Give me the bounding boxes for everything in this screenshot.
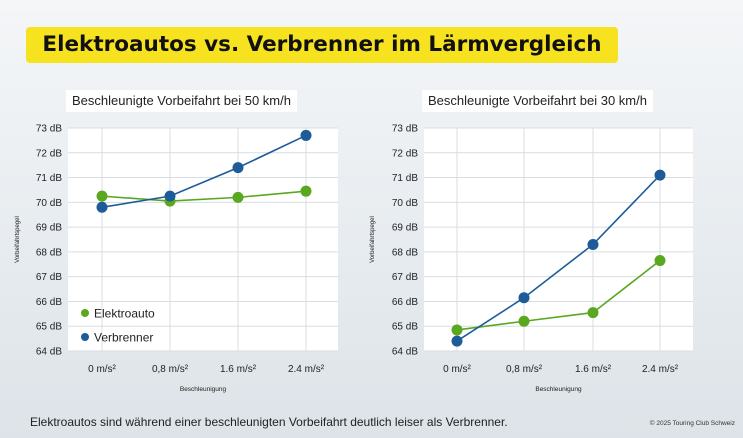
data-point-verbrenner: [96, 201, 108, 213]
data-point-elektroauto: [587, 307, 599, 319]
y-tick-label: 70 dB: [392, 198, 418, 209]
y-tick-label: 69 dB: [392, 223, 418, 234]
y-tick-label: 67 dB: [392, 272, 418, 283]
y-axis-label: Vorbeifahrtspegel: [370, 216, 376, 263]
y-tick-label: 73 dB: [36, 124, 62, 135]
y-tick-label: 65 dB: [392, 322, 418, 333]
data-point-elektroauto: [300, 185, 312, 197]
y-tick-label: 65 dB: [36, 322, 62, 333]
series-line-verbrenner: [456, 174, 661, 342]
plot-area: [68, 128, 338, 351]
legend-label: Verbrenner: [94, 331, 153, 345]
y-tick-label: 64 dB: [392, 347, 418, 358]
y-tick-label: 68 dB: [36, 247, 62, 258]
x-axis-label: Beschleunigung: [180, 386, 227, 393]
y-tick-label: 69 dB: [36, 223, 62, 234]
legend-marker: [81, 333, 89, 341]
y-tick-label: 66 dB: [392, 297, 418, 308]
x-tick-label: 1.6 m/s²: [220, 364, 257, 375]
copyright: © 2025 Touring Club Schweiz: [649, 420, 735, 427]
data-point-verbrenner: [232, 162, 244, 174]
x-tick-label: 0,8 m/s²: [152, 364, 189, 375]
x-tick-label: 1.6 m/s²: [575, 364, 612, 375]
y-axis-label: Vorbeifahrtspegel: [15, 216, 21, 263]
x-tick-label: 2.4 m/s²: [642, 364, 679, 375]
data-point-verbrenner: [451, 335, 463, 347]
chart-title-30: Beschleunigte Vorbeifahrt bei 30 km/h: [422, 90, 653, 112]
footer-note: Elektroautos sind während einer beschleu…: [30, 415, 508, 429]
y-tick-label: 70 dB: [36, 198, 62, 209]
y-tick-label: 64 dB: [36, 347, 62, 358]
chart-title-50: Beschleunigte Vorbeifahrt bei 50 km/h: [66, 90, 297, 112]
x-tick-label: 0 m/s²: [443, 364, 471, 375]
legend-label: Elektroauto: [94, 307, 155, 321]
y-tick-label: 68 dB: [392, 247, 418, 258]
y-tick-label: 66 dB: [36, 297, 62, 308]
data-point-verbrenner: [654, 169, 666, 181]
data-point-elektroauto: [518, 315, 530, 327]
data-point-elektroauto: [451, 324, 463, 336]
series-line-verbrenner: [101, 134, 307, 209]
series-line-elektroauto: [456, 259, 661, 331]
y-tick-label: 71 dB: [36, 173, 62, 184]
y-tick-label: 73 dB: [392, 124, 418, 135]
data-point-verbrenner: [587, 238, 599, 250]
data-point-verbrenner: [300, 129, 312, 141]
series-line-elektroauto: [101, 190, 307, 202]
x-tick-label: 2.4 m/s²: [288, 364, 325, 375]
legend-marker: [81, 309, 89, 317]
data-point-verbrenner: [164, 190, 176, 202]
x-tick-label: 0,8 m/s²: [506, 364, 543, 375]
data-point-elektroauto: [232, 191, 244, 203]
data-point-elektroauto: [654, 255, 666, 267]
y-tick-label: 72 dB: [392, 148, 418, 159]
page-title: Elektroautos vs. Verbrenner im Lärmvergl…: [26, 27, 618, 63]
plot-area: [424, 128, 693, 351]
data-point-verbrenner: [518, 292, 530, 304]
y-tick-label: 72 dB: [36, 148, 62, 159]
data-point-elektroauto: [96, 190, 108, 202]
x-tick-label: 0 m/s²: [88, 364, 116, 375]
y-tick-label: 71 dB: [392, 173, 418, 184]
x-axis-label: Beschleunigung: [535, 386, 582, 393]
y-tick-label: 67 dB: [36, 272, 62, 283]
